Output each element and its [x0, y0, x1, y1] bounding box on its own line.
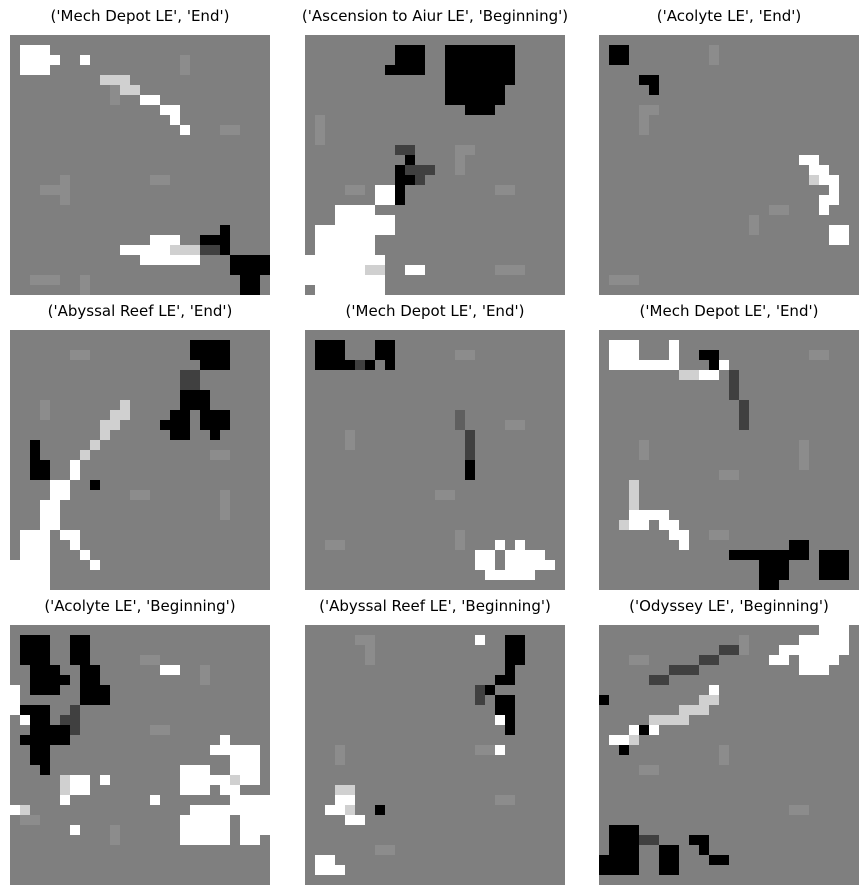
- heatmap-9: [599, 625, 859, 885]
- panel-title: ('Odyssey LE', 'Beginning'): [629, 597, 829, 615]
- panel-title: ('Mech Depot LE', 'End'): [50, 7, 230, 25]
- heatmap-6: [599, 330, 859, 590]
- panel-title: ('Abyssal Reef LE', 'End'): [47, 302, 233, 320]
- panel-title: ('Mech Depot LE', 'End'): [345, 302, 525, 320]
- heatmap-8: [305, 625, 565, 885]
- heatmap-3: [599, 35, 859, 295]
- heatmap-2: [305, 35, 565, 295]
- heatmap-7: [10, 625, 270, 885]
- panel-title: ('Mech Depot LE', 'End'): [639, 302, 819, 320]
- panel-title: ('Ascension to Aiur LE', 'Beginning'): [301, 7, 569, 25]
- heatmap-1: [10, 35, 270, 295]
- panel-title: ('Acolyte LE', 'End'): [656, 7, 802, 25]
- heatmap-4: [10, 330, 270, 590]
- panel-title: ('Acolyte LE', 'Beginning'): [44, 597, 236, 615]
- heatmap-5: [305, 330, 565, 590]
- panel-title: ('Abyssal Reef LE', 'Beginning'): [319, 597, 551, 615]
